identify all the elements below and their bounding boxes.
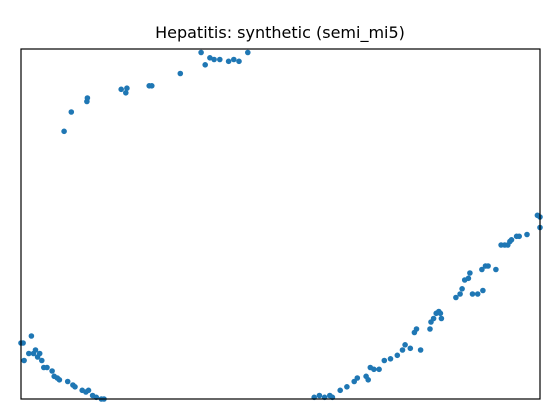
scatter-point <box>354 375 361 381</box>
scatter-point <box>524 231 530 238</box>
scatter-point <box>225 58 232 65</box>
scatter-point <box>480 287 486 294</box>
scatter-point <box>516 233 522 240</box>
scatter-point <box>474 291 481 297</box>
plot-frame <box>20 48 541 400</box>
scatter-point <box>387 356 394 362</box>
scatter-point <box>72 384 78 390</box>
scatter-point <box>485 263 491 269</box>
scatter-point <box>245 49 251 56</box>
scatter-point <box>453 294 459 301</box>
scatter-point <box>231 56 237 63</box>
scatter-point <box>479 266 485 273</box>
scatter-point <box>493 266 499 273</box>
scatter-point <box>534 212 541 219</box>
scatter-point <box>508 237 515 243</box>
scatter-point <box>85 387 92 394</box>
chart-title: Hepatitis: synthetic (semi_mi5) <box>155 23 405 43</box>
scatter-point <box>236 58 242 65</box>
scatter-point <box>124 85 130 91</box>
scatter-point <box>44 364 50 371</box>
scatter-point <box>28 333 35 339</box>
scatter-point <box>411 329 418 336</box>
scatter-point <box>198 49 204 56</box>
scatter-point <box>123 90 129 96</box>
scatter-point <box>49 368 55 374</box>
scatter-point <box>202 62 208 68</box>
scatter-point <box>149 83 155 89</box>
scatter-point <box>316 392 323 399</box>
scatter-point <box>344 384 350 390</box>
scatter-point <box>56 377 63 383</box>
scatter-point <box>84 95 91 101</box>
scatter-point <box>21 357 27 364</box>
scatter-point <box>337 387 344 394</box>
scatter-point <box>438 315 445 322</box>
scatter-point <box>459 286 465 292</box>
scatter-point <box>376 366 382 373</box>
scatter-point <box>118 86 124 93</box>
scatter-point <box>427 326 433 332</box>
scatter-point <box>465 275 472 282</box>
scatter-point <box>26 350 32 357</box>
scatter-point <box>61 128 67 135</box>
scatter-point <box>64 378 71 385</box>
scatter-point <box>430 315 437 322</box>
scatter-point <box>207 55 213 61</box>
scatter-point <box>20 340 26 346</box>
scatter-point <box>469 291 476 297</box>
scatter-point <box>417 347 424 353</box>
scatter-point <box>371 366 377 373</box>
scatter-point <box>211 56 217 63</box>
scatter-point <box>68 109 75 115</box>
point-layer <box>18 49 543 402</box>
scatter-point <box>394 352 401 359</box>
scatter-point <box>399 347 406 353</box>
scatter-point <box>436 308 442 315</box>
scatter-point <box>381 357 388 364</box>
scatter-point <box>365 377 372 383</box>
scatter-point <box>467 270 473 276</box>
scatter-point <box>402 342 408 348</box>
scatter-point <box>177 70 184 77</box>
scatter-point <box>217 56 223 63</box>
scatter-point <box>32 347 39 353</box>
scatter-point <box>36 350 43 357</box>
scatter-point <box>407 345 414 352</box>
scatter-point <box>457 291 463 297</box>
scatter-point <box>39 357 45 364</box>
